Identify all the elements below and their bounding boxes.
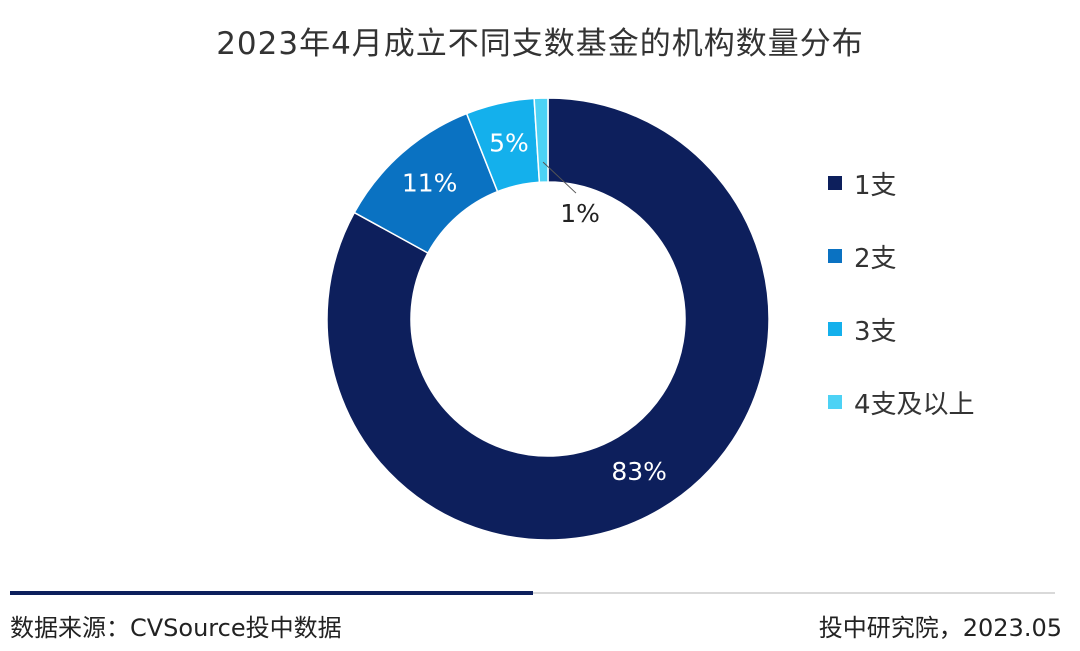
legend-item: 4支及以上: [828, 387, 975, 420]
legend-label: 1支: [854, 170, 897, 201]
legend-label: 4支及以上: [854, 389, 975, 420]
legend-label: 2支: [854, 243, 897, 274]
slice-value-label: 11%: [402, 169, 458, 198]
legend: 1支 2支 3支 4支及以上: [828, 168, 975, 460]
legend-item: 3支: [828, 314, 975, 347]
legend-label: 3支: [854, 316, 897, 347]
data-source: 数据来源：CVSource投中数据: [10, 614, 342, 642]
donut-slice: [533, 97, 549, 184]
legend-swatch: [828, 395, 842, 409]
legend-swatch: [828, 249, 842, 263]
slice-value-label: 83%: [611, 457, 667, 486]
leader-line: [542, 161, 577, 194]
footer-divider: [533, 592, 1055, 594]
slice-value-label: 5%: [489, 128, 529, 157]
footer-divider-accent: [10, 591, 533, 595]
legend-swatch: [828, 176, 842, 190]
donut-slice: [326, 97, 770, 541]
legend-item: 1支: [828, 168, 975, 201]
legend-swatch: [828, 322, 842, 336]
publisher-date: 投中研究院，2023.05: [818, 614, 1062, 642]
legend-item: 2支: [828, 241, 975, 274]
slice-value-label: 1%: [560, 199, 600, 228]
chart-title: 2023年4月成立不同支数基金的机构数量分布: [216, 26, 864, 62]
